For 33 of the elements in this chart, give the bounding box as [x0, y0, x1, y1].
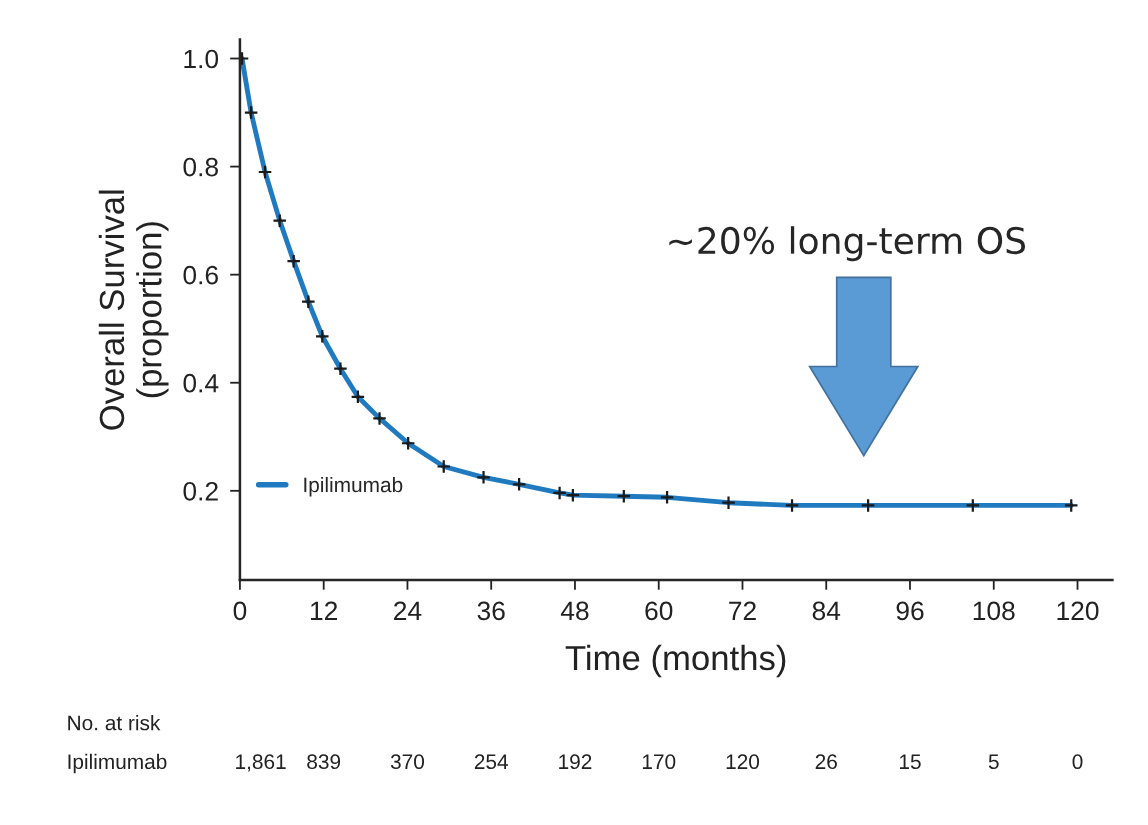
- text: 26: [815, 754, 837, 770]
- text: 0: [1072, 754, 1083, 770]
- x-tick-label: 108: [973, 601, 1015, 621]
- x-tick-label: 0: [233, 601, 247, 621]
- x-tick-label: 60: [645, 601, 673, 621]
- annotation: ~20% long-term OS: [669, 226, 1026, 262]
- x-tick-label: 24: [394, 601, 422, 620]
- x-axis-title: Time (months): [565, 644, 786, 678]
- y-tick-label: 0.6: [183, 265, 218, 285]
- text: 839: [307, 754, 341, 770]
- x-tick-label: 12: [311, 601, 338, 620]
- y-tick-label: 0.4: [183, 373, 219, 393]
- text: 1,861: [236, 754, 286, 772]
- x-tick-label: 48: [560, 601, 589, 621]
- x-tick-label: 84: [812, 601, 841, 621]
- text: Ipilimumab: [68, 753, 167, 774]
- text: 192: [559, 754, 592, 770]
- text: 370: [390, 754, 425, 770]
- y-tick-label: 0.8: [183, 157, 218, 177]
- y-tick-label: 1.0: [184, 49, 219, 69]
- x-tick-label: 72: [729, 601, 756, 620]
- x-tick-label: 96: [896, 601, 924, 621]
- text: 120: [726, 754, 760, 770]
- y-tick-label: 0.2: [183, 481, 218, 501]
- x-tick-label: 120: [1057, 601, 1099, 621]
- text: 170: [642, 754, 676, 770]
- y-axis-title: Overall Survival (proportion): [98, 190, 169, 430]
- text: 254: [474, 754, 508, 770]
- text: 5: [988, 754, 999, 770]
- text: 15: [900, 754, 921, 770]
- x-tick-label: 36: [477, 601, 505, 621]
- legend-label: Ipilimumab: [304, 476, 403, 497]
- text: No. at risk: [68, 715, 161, 731]
